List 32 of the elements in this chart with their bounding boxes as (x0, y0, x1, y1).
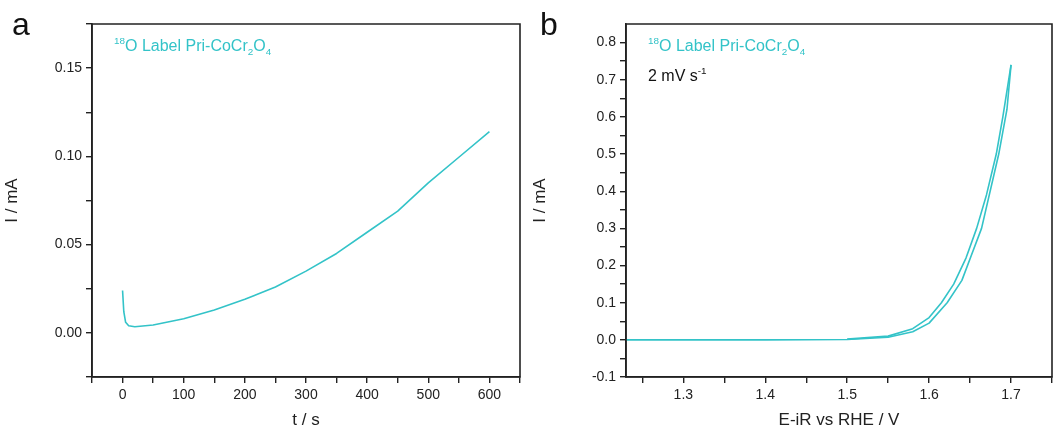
y-tick-label: 0.1 (596, 293, 617, 310)
x-tick-label: 1.5 (837, 386, 858, 403)
x-tick-label: 1.6 (919, 386, 940, 403)
x-tick-label: 400 (355, 386, 380, 403)
x-axis-title: t / s (292, 410, 320, 430)
y-tick-label: 0.15 (54, 58, 83, 75)
y-tick-label: 0.0 (596, 330, 617, 347)
chart-title: a (12, 6, 30, 42)
y-tick-label: 0.7 (596, 70, 617, 87)
y-tick-label: 0.8 (596, 33, 617, 50)
chart-title: b (540, 6, 558, 42)
x-tick-label: 1.4 (755, 386, 776, 403)
y-tick-label: -0.1 (591, 367, 617, 384)
x-tick-label: 200 (233, 386, 257, 403)
x-tick-label: 1.7 (1001, 386, 1021, 403)
y-tick-label: 0.00 (54, 323, 83, 340)
x-tick-label: 500 (416, 386, 441, 403)
y-tick-label: 0.5 (596, 144, 617, 161)
y-tick-label: 0.10 (54, 147, 83, 164)
x-tick-label: 1.3 (673, 386, 694, 403)
x-tick-label: 600 (477, 386, 502, 403)
x-tick-label: 0 (118, 386, 127, 403)
x-tick-label: 100 (172, 386, 196, 403)
y-tick-label: 0.6 (596, 107, 617, 124)
y-tick-label: 0.3 (596, 219, 617, 236)
y-axis-title: I / mA (1, 177, 21, 223)
x-axis-title: E-iR vs RHE / V (778, 410, 901, 430)
y-axis-title: I / mA (529, 177, 549, 223)
x-tick-label: 300 (294, 386, 318, 403)
y-tick-label: 0.05 (54, 235, 83, 252)
y-tick-label: 0.2 (596, 256, 617, 273)
y-tick-label: 0.4 (596, 182, 617, 199)
